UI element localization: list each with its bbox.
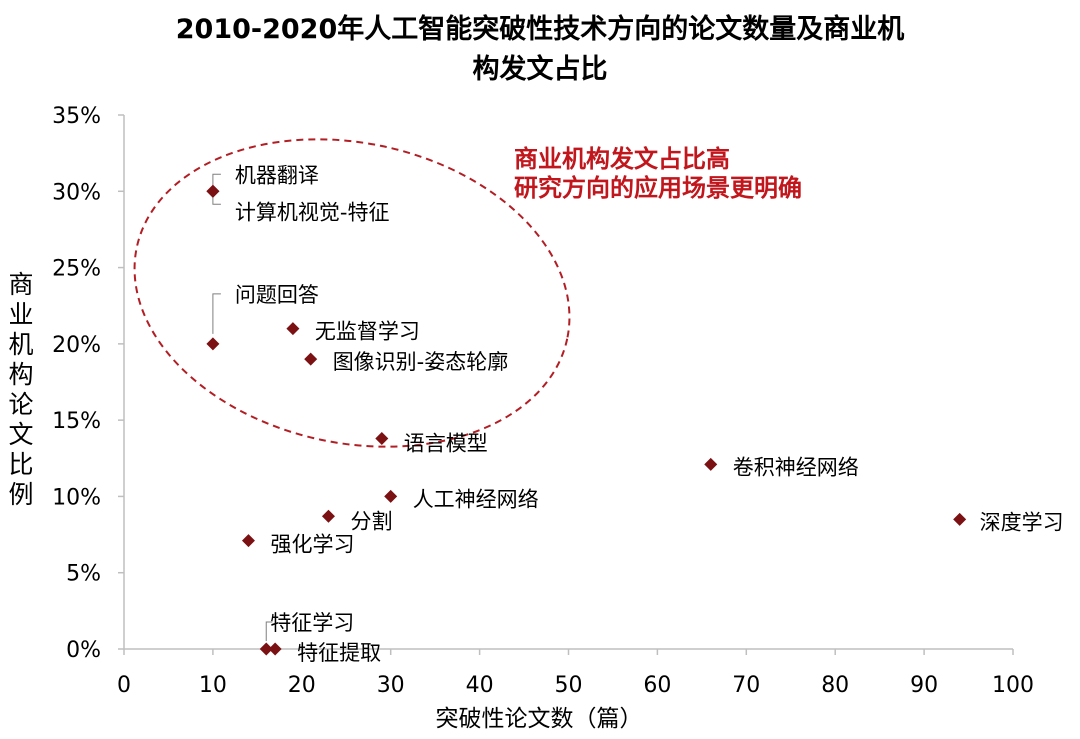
data-point-label: 深度学习	[980, 510, 1064, 534]
y-axis-label-char: 构	[8, 360, 34, 389]
data-point-marker	[268, 642, 282, 656]
x-tick-label: 0	[117, 673, 131, 698]
leader-lines	[212, 173, 273, 641]
x-tick-label: 40	[466, 673, 494, 698]
data-point-label: 问题回答	[235, 283, 319, 307]
data-point-marker	[953, 512, 967, 526]
leader-line	[265, 621, 273, 641]
y-tick-label: 15%	[52, 409, 101, 434]
x-tick-label: 10	[199, 673, 227, 698]
annotation-line-1: 商业机构发文占比高	[514, 145, 730, 173]
y-axis-label-char: 业	[8, 300, 34, 329]
y-axis-label-char: 机	[8, 330, 34, 359]
y-tick-label: 25%	[52, 257, 101, 282]
y-axis-label-char: 例	[8, 480, 34, 509]
x-tick-label: 80	[821, 673, 849, 698]
data-point-label: 分割	[350, 509, 392, 533]
data-point-label: 强化学习	[270, 533, 354, 557]
y-tick-label: 35%	[52, 104, 101, 129]
y-tick-label: 20%	[52, 333, 101, 358]
data-point-marker	[206, 184, 220, 198]
data-point-label: 图像识别-姿态轮廓	[333, 350, 509, 374]
chart-title-line-1: 2010-2020年人工智能突破性技术方向的论文数量及商业机	[175, 14, 905, 45]
chart-title-line-2: 构发文占比	[472, 54, 608, 85]
data-point-marker	[241, 534, 255, 548]
data-point-marker	[704, 457, 718, 471]
x-axis-label: 突破性论文数（篇）	[436, 706, 643, 732]
y-axis-label-char: 文	[8, 420, 34, 449]
y-tick-label: 5%	[66, 562, 101, 587]
data-point-label: 语言模型	[404, 431, 488, 455]
axes: 0 10 20 30 40 50 60 70 80 90 100 0% 5% 10% 15% 20% 25% 30…	[52, 104, 1034, 698]
y-axis-label: 商 业 机 构 论 文 比 例	[6, 270, 36, 510]
leader-line	[212, 173, 221, 186]
highlight-ellipse-layer	[133, 138, 571, 448]
data-points	[206, 184, 967, 656]
y-axis-label-char: 商	[8, 270, 34, 299]
leader-line	[212, 197, 221, 205]
data-point-marker	[259, 642, 273, 656]
data-point-marker	[304, 352, 318, 366]
point-labels: 机器翻译计算机视觉-特征问题回答无监督学习图像识别-姿态轮廓语言模型卷积神经网络…	[235, 163, 1064, 665]
data-point-marker	[321, 509, 335, 523]
annotation-line-2: 研究方向的应用场景更明确	[514, 174, 802, 202]
data-point-label: 人工神经网络	[413, 487, 539, 511]
x-tick-label: 20	[288, 673, 316, 698]
data-point-marker	[384, 489, 398, 503]
data-point-label: 特征提取	[297, 641, 381, 665]
chart-title: 2010-2020年人工智能突破性技术方向的论文数量及商业机 构发文占比	[100, 10, 980, 90]
x-tick-label: 30	[377, 673, 405, 698]
highlight-ellipse	[133, 138, 571, 448]
leader-line	[212, 293, 221, 334]
x-tick-label: 70	[732, 673, 760, 698]
data-point-label: 机器翻译	[235, 163, 319, 187]
y-tick-label: 10%	[52, 485, 101, 510]
y-tick-label: 30%	[52, 180, 101, 205]
x-tick-label: 60	[643, 673, 671, 698]
x-tick-label: 100	[992, 673, 1034, 698]
data-point-label: 特征学习	[270, 611, 354, 635]
data-point-label: 卷积神经网络	[733, 455, 859, 479]
data-point-label: 计算机视觉-特征	[235, 200, 390, 224]
y-axis-label-char: 比	[8, 450, 34, 479]
data-point-marker	[206, 337, 220, 351]
data-point-marker	[286, 322, 300, 336]
x-tick-label: 50	[555, 673, 583, 698]
x-tick-label: 90	[910, 673, 938, 698]
y-axis-label-char: 论	[8, 390, 34, 419]
data-point-marker	[375, 431, 389, 445]
data-point-label: 无监督学习	[315, 320, 420, 344]
y-tick-label: 0%	[66, 638, 101, 663]
